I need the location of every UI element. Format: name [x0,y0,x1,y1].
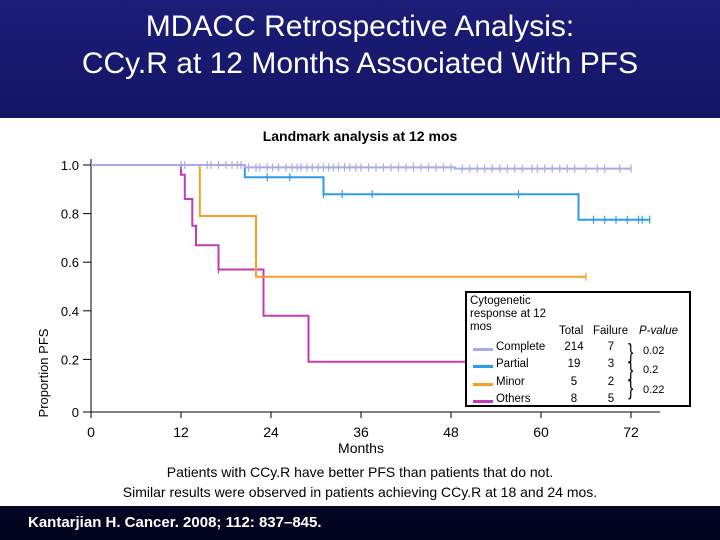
series-line-minor [91,164,586,278]
legend-failure-minor: 2 [607,376,615,388]
legend-failure-complete: 7 [607,341,615,353]
legend-swatch-partial [473,365,493,368]
note-line-1: Patients with CCy.R have better PFS than… [166,464,554,480]
legend-row-others: Others 8 5 [467,392,689,408]
chart-title: Landmark analysis at 12 mos [262,128,458,144]
x-tick-label: 60 [533,424,549,440]
x-axis-label: Months [338,440,384,456]
x-tick-label: 24 [263,424,279,440]
chart-panel: Landmark analysis at 12 mos Proportion P… [0,118,720,506]
slide-title-line1: MDACC Retrospective Analysis: [145,10,575,43]
legend-header-failure: Failure [593,325,629,337]
legend-label-minor: Minor [496,376,525,388]
legend-row-complete: Complete 214 7 [467,340,689,356]
legend-row-minor: Minor 5 2 [467,375,689,391]
x-tick-label: 48 [443,424,459,440]
chart-series [91,161,651,366]
y-tick-label: 0 [72,405,79,420]
legend-label-others: Others [496,393,531,405]
y-tick-label: 0.2 [61,352,79,367]
slide-title: MDACC Retrospective Analysis: CCy.R at 1… [0,8,720,82]
y-tick-label: 0.4 [61,304,79,319]
legend: Cytogenetic response at 12 mos Total Fai… [465,291,691,407]
legend-total-minor: 5 [570,376,578,388]
series-line-partial [91,164,650,221]
legend-title: Cytogenetic response at 12 mos [470,295,547,333]
x-tick-label: 72 [623,424,639,440]
legend-header-total: Total [559,325,584,337]
legend-pvalue-3: 0.22 [643,384,665,396]
legend-pvalue-1: 0.02 [643,345,665,357]
legend-swatch-complete [473,348,493,351]
legend-total-others: 8 [570,393,578,405]
legend-pvalue-2: 0.2 [643,364,659,376]
slide-title-line2: CCy.R at 12 Months Associated With PFS [81,47,639,80]
legend-swatch-others [473,400,493,403]
series-line-others [91,164,549,363]
legend-total-complete: 214 [564,341,584,353]
legend-swatch-minor [473,383,493,386]
x-tick-label: 36 [353,424,369,440]
y-tick-label: 0.8 [61,207,79,222]
legend-header-pvalue: P-value [639,325,678,337]
y-tick-label: 1.0 [61,158,79,173]
x-tick-label: 0 [87,424,95,440]
legend-total-partial: 19 [567,358,581,370]
citation: Kantarjian H. Cancer. 2008; 112: 837–845… [28,514,322,531]
legend-failure-others: 5 [607,393,615,405]
legend-failure-partial: 3 [607,358,615,370]
note-line-2: Similar results were observed in patient… [122,484,598,500]
y-tick-label: 0.6 [61,255,79,270]
x-tick-label: 12 [173,424,189,440]
legend-brace-1: } [628,339,634,364]
legend-brace-3: } [628,375,634,400]
legend-label-complete: Complete [496,341,546,353]
legend-row-partial: Partial 19 3 [467,357,689,373]
legend-brace-2: } [628,357,634,382]
legend-label-partial: Partial [496,358,529,370]
